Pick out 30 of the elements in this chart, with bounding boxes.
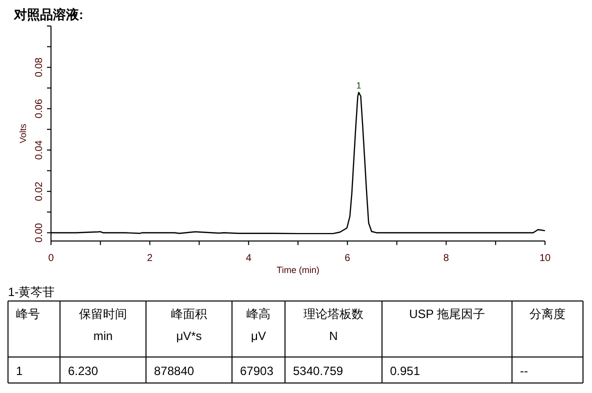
x-tick-label: 2 [147,253,154,264]
x-tick-label: 10 [539,253,551,264]
text: 峰面积 μV*s [171,307,207,343]
text: 5340.759 [293,364,344,378]
annotation: 1 [356,80,362,90]
x-tick-label: 4 [246,253,252,264]
chart-title: 对照品溶液: [13,7,84,22]
text: 6.230 [68,364,98,378]
text: 保留时间 min [79,307,127,343]
y-tick-label: 0.04 [34,140,45,160]
y-tick-label: 0.02 [34,181,45,202]
text: -- [520,364,528,378]
text: 理论塔板数 N [304,307,364,343]
x-tick-label: 6 [344,253,351,264]
text: 分离度 [530,307,566,321]
y-tick-label: 0.00 [34,222,45,242]
text: 1-黄芩苷 [8,285,55,299]
x-tick-label: 0 [48,253,54,264]
x-tick-label: 8 [443,253,450,264]
y-tick-label: 0.08 [34,57,45,78]
text: 878840 [154,364,194,378]
y-tick-label: 0.06 [34,98,45,118]
x-axis-title: Time (min) [276,265,320,275]
text: 0.951 [390,364,420,378]
text: 峰高 μV [246,307,270,343]
text: USP 拖尾因子 [409,307,485,321]
text: 67903 [240,364,274,378]
text: 峰号 [16,307,40,321]
text: 1 [16,364,23,378]
y-axis-title: Volts [18,123,28,144]
